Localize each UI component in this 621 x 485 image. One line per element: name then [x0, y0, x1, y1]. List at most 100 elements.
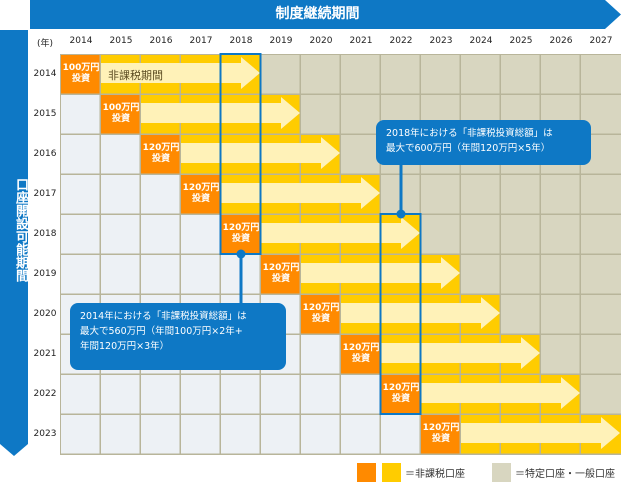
year-header: 2023 — [429, 36, 453, 46]
investment-cell — [221, 215, 260, 254]
taxable-cell — [541, 215, 580, 254]
investment-amount: 100万円 — [102, 103, 140, 113]
empty-cell — [101, 415, 140, 454]
empty-cell — [221, 375, 260, 414]
investment-cell — [421, 415, 460, 454]
callout-line: 2014年における「非課税投資総額」は — [80, 311, 247, 322]
taxable-cell — [421, 175, 460, 214]
taxable-cell — [501, 55, 540, 94]
taxable-cell — [581, 375, 621, 414]
investment-action: 投資 — [431, 434, 450, 444]
investment-cell — [301, 295, 340, 334]
row-year-label: 2021 — [33, 349, 57, 359]
investment-action: 投資 — [231, 234, 250, 244]
taxable-cell — [581, 335, 621, 374]
empty-cell — [301, 415, 340, 454]
empty-cell — [61, 215, 100, 254]
non-taxable-arrow — [461, 417, 620, 449]
year-header: 2019 — [269, 36, 293, 46]
year-header: 2025 — [509, 36, 533, 46]
investment-label: 120万円 投資 — [181, 183, 221, 205]
empty-cell — [61, 95, 100, 134]
year-header: 2016 — [149, 36, 173, 46]
investment-label: 100万円 投資 — [61, 63, 101, 85]
investment-label: 120万円 投資 — [341, 343, 381, 365]
taxable-cell — [501, 255, 540, 294]
legend-non-taxable: ＝非課税口座 — [405, 469, 465, 480]
taxable-cell — [301, 95, 340, 134]
account-opening-period-label: 口座開設可能期間 — [13, 178, 28, 282]
empty-cell — [141, 255, 180, 294]
investment-action: 投資 — [311, 314, 330, 324]
investment-action: 投資 — [271, 274, 290, 284]
investment-cell — [341, 335, 380, 374]
taxable-cell — [541, 295, 580, 334]
empty-cell — [101, 135, 140, 174]
callout-dot — [396, 209, 406, 219]
empty-cell — [141, 375, 180, 414]
empty-cell — [261, 415, 300, 454]
investment-action: 投資 — [111, 114, 130, 124]
empty-cell — [61, 375, 100, 414]
taxable-cell — [581, 175, 621, 214]
account-opening-period-label-bg — [0, 30, 28, 456]
empty-cell — [141, 175, 180, 214]
taxable-cell — [341, 55, 380, 94]
empty-cell — [301, 375, 340, 414]
non-taxable-period-label: 非課税期間 — [108, 69, 163, 82]
investment-amount: 100万円 — [62, 63, 100, 73]
investment-cell — [141, 135, 180, 174]
row-year-label: 2019 — [33, 269, 57, 279]
investment-amount: 120万円 — [222, 223, 260, 233]
investment-amount: 120万円 — [302, 303, 340, 313]
investment-label: 120万円 投資 — [141, 143, 181, 165]
investment-action: 投資 — [191, 194, 210, 204]
legend-swatch-gray — [492, 463, 511, 482]
investment-label: 120万円 投資 — [261, 263, 301, 285]
taxable-cell — [421, 215, 460, 254]
year-unit-label: (年) — [36, 39, 54, 49]
investment-amount: 120万円 — [142, 143, 180, 153]
taxable-cell — [541, 175, 580, 214]
empty-cell — [101, 375, 140, 414]
legend-swatch-orange — [357, 463, 376, 482]
empty-cell — [261, 375, 300, 414]
taxable-cell — [381, 55, 420, 94]
empty-cell — [61, 415, 100, 454]
taxable-cell — [581, 215, 621, 254]
empty-cell — [181, 255, 220, 294]
empty-cell — [301, 335, 340, 374]
empty-cell — [341, 375, 380, 414]
taxable-cell — [461, 55, 500, 94]
investment-action: 投資 — [351, 354, 370, 364]
year-header: 2017 — [189, 36, 213, 46]
investment-label: 120万円 投資 — [221, 223, 261, 245]
empty-cell — [61, 255, 100, 294]
callout-line: 最大で560万円（年間100万円×2年+ — [80, 326, 243, 337]
empty-cell — [101, 255, 140, 294]
investment-label: 100万円 投資 — [101, 103, 141, 125]
year-header: 2021 — [349, 36, 373, 46]
empty-cell — [61, 175, 100, 214]
taxable-cell — [341, 95, 380, 134]
callout-line: 年間120万円×3年） — [80, 341, 170, 352]
year-header: 2014 — [69, 36, 93, 46]
legend-swatch-yellow — [382, 463, 401, 482]
investment-amount: 120万円 — [382, 383, 420, 393]
investment-amount: 120万円 — [182, 183, 220, 193]
taxable-cell — [541, 55, 580, 94]
row-year-label: 2017 — [33, 189, 57, 199]
investment-amount: 120万円 — [342, 343, 380, 353]
taxable-cell — [301, 55, 340, 94]
taxable-cell — [501, 295, 540, 334]
empty-cell — [101, 175, 140, 214]
row-year-label: 2020 — [33, 309, 57, 319]
empty-cell — [141, 215, 180, 254]
year-header: 2026 — [549, 36, 573, 46]
investment-label: 120万円 投資 — [421, 423, 461, 445]
empty-cell — [181, 215, 220, 254]
investment-label: 120万円 投資 — [381, 383, 421, 405]
empty-cell — [181, 415, 220, 454]
year-header: 2022 — [389, 36, 413, 46]
taxable-cell — [581, 55, 621, 94]
